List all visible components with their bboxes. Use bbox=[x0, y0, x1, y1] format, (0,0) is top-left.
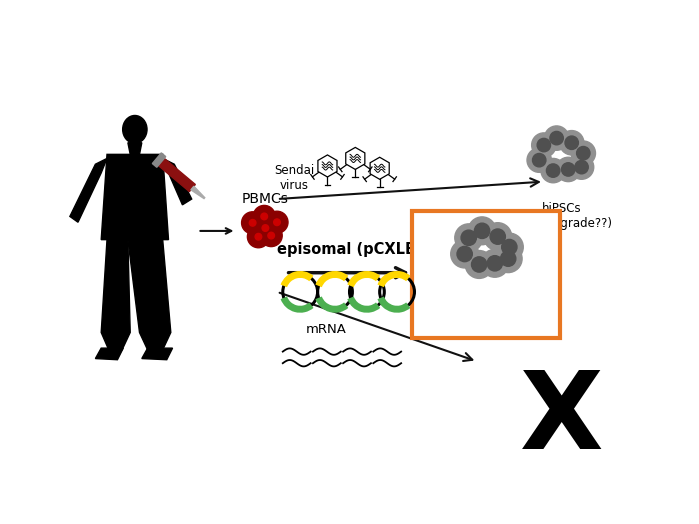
Circle shape bbox=[565, 136, 578, 149]
Circle shape bbox=[487, 256, 503, 271]
Text: episomal (pCXLE): episomal (pCXLE) bbox=[278, 242, 421, 257]
Circle shape bbox=[561, 163, 575, 176]
Circle shape bbox=[274, 219, 280, 225]
Text: X: X bbox=[519, 366, 603, 473]
Circle shape bbox=[457, 246, 473, 261]
Circle shape bbox=[575, 160, 589, 174]
Polygon shape bbox=[70, 158, 107, 222]
Polygon shape bbox=[191, 186, 205, 199]
Circle shape bbox=[466, 250, 493, 278]
Circle shape bbox=[247, 226, 269, 248]
Circle shape bbox=[468, 217, 496, 245]
Circle shape bbox=[268, 232, 275, 239]
Circle shape bbox=[242, 212, 264, 234]
Polygon shape bbox=[128, 239, 171, 350]
Polygon shape bbox=[318, 155, 337, 177]
Circle shape bbox=[484, 223, 512, 250]
Circle shape bbox=[570, 155, 593, 179]
Text: PBMCs: PBMCs bbox=[242, 192, 289, 206]
Circle shape bbox=[461, 230, 477, 245]
Text: mRNA: mRNA bbox=[306, 323, 347, 336]
Circle shape bbox=[262, 225, 268, 231]
Circle shape bbox=[451, 240, 479, 268]
FancyBboxPatch shape bbox=[412, 211, 560, 339]
Polygon shape bbox=[158, 158, 195, 192]
Text: pCXLE toolkit: Efficient episomal plasmid-based method: pCXLE toolkit: Efficient episomal plasmi… bbox=[29, 23, 670, 41]
Circle shape bbox=[541, 158, 565, 183]
Circle shape bbox=[502, 239, 517, 255]
Polygon shape bbox=[128, 143, 142, 155]
Circle shape bbox=[250, 220, 256, 226]
Ellipse shape bbox=[122, 115, 147, 144]
Circle shape bbox=[475, 223, 490, 238]
Polygon shape bbox=[163, 158, 192, 205]
Text: to reprogram peripheral blood cells to iPSCs.: to reprogram peripheral blood cells to i… bbox=[92, 64, 607, 83]
Circle shape bbox=[500, 251, 516, 266]
Text: Sendai
virus: Sendai virus bbox=[274, 163, 315, 192]
Text: hiPSCs
(clinical grade??): hiPSCs (clinical grade??) bbox=[511, 202, 612, 230]
Circle shape bbox=[571, 141, 596, 166]
Circle shape bbox=[550, 132, 563, 145]
Polygon shape bbox=[95, 348, 123, 359]
Circle shape bbox=[537, 138, 551, 152]
Circle shape bbox=[490, 229, 505, 244]
Text: clinical grade
hiPSCs: clinical grade hiPSCs bbox=[441, 307, 531, 334]
Circle shape bbox=[547, 164, 560, 177]
Polygon shape bbox=[142, 348, 173, 359]
Circle shape bbox=[253, 205, 275, 227]
Circle shape bbox=[254, 217, 276, 239]
Circle shape bbox=[496, 233, 524, 261]
Circle shape bbox=[255, 233, 261, 240]
Polygon shape bbox=[101, 155, 168, 239]
Circle shape bbox=[577, 147, 590, 160]
Circle shape bbox=[260, 225, 282, 247]
Circle shape bbox=[266, 211, 288, 233]
Circle shape bbox=[556, 157, 580, 182]
Polygon shape bbox=[101, 239, 130, 350]
Polygon shape bbox=[152, 153, 166, 167]
Circle shape bbox=[494, 245, 522, 272]
Circle shape bbox=[527, 148, 552, 172]
Circle shape bbox=[261, 213, 268, 220]
Circle shape bbox=[559, 130, 584, 155]
Circle shape bbox=[472, 257, 487, 272]
Polygon shape bbox=[346, 147, 365, 169]
Circle shape bbox=[532, 133, 556, 157]
Circle shape bbox=[533, 154, 546, 167]
Circle shape bbox=[481, 249, 509, 277]
Circle shape bbox=[455, 224, 482, 252]
Circle shape bbox=[545, 126, 569, 150]
Polygon shape bbox=[370, 157, 389, 179]
